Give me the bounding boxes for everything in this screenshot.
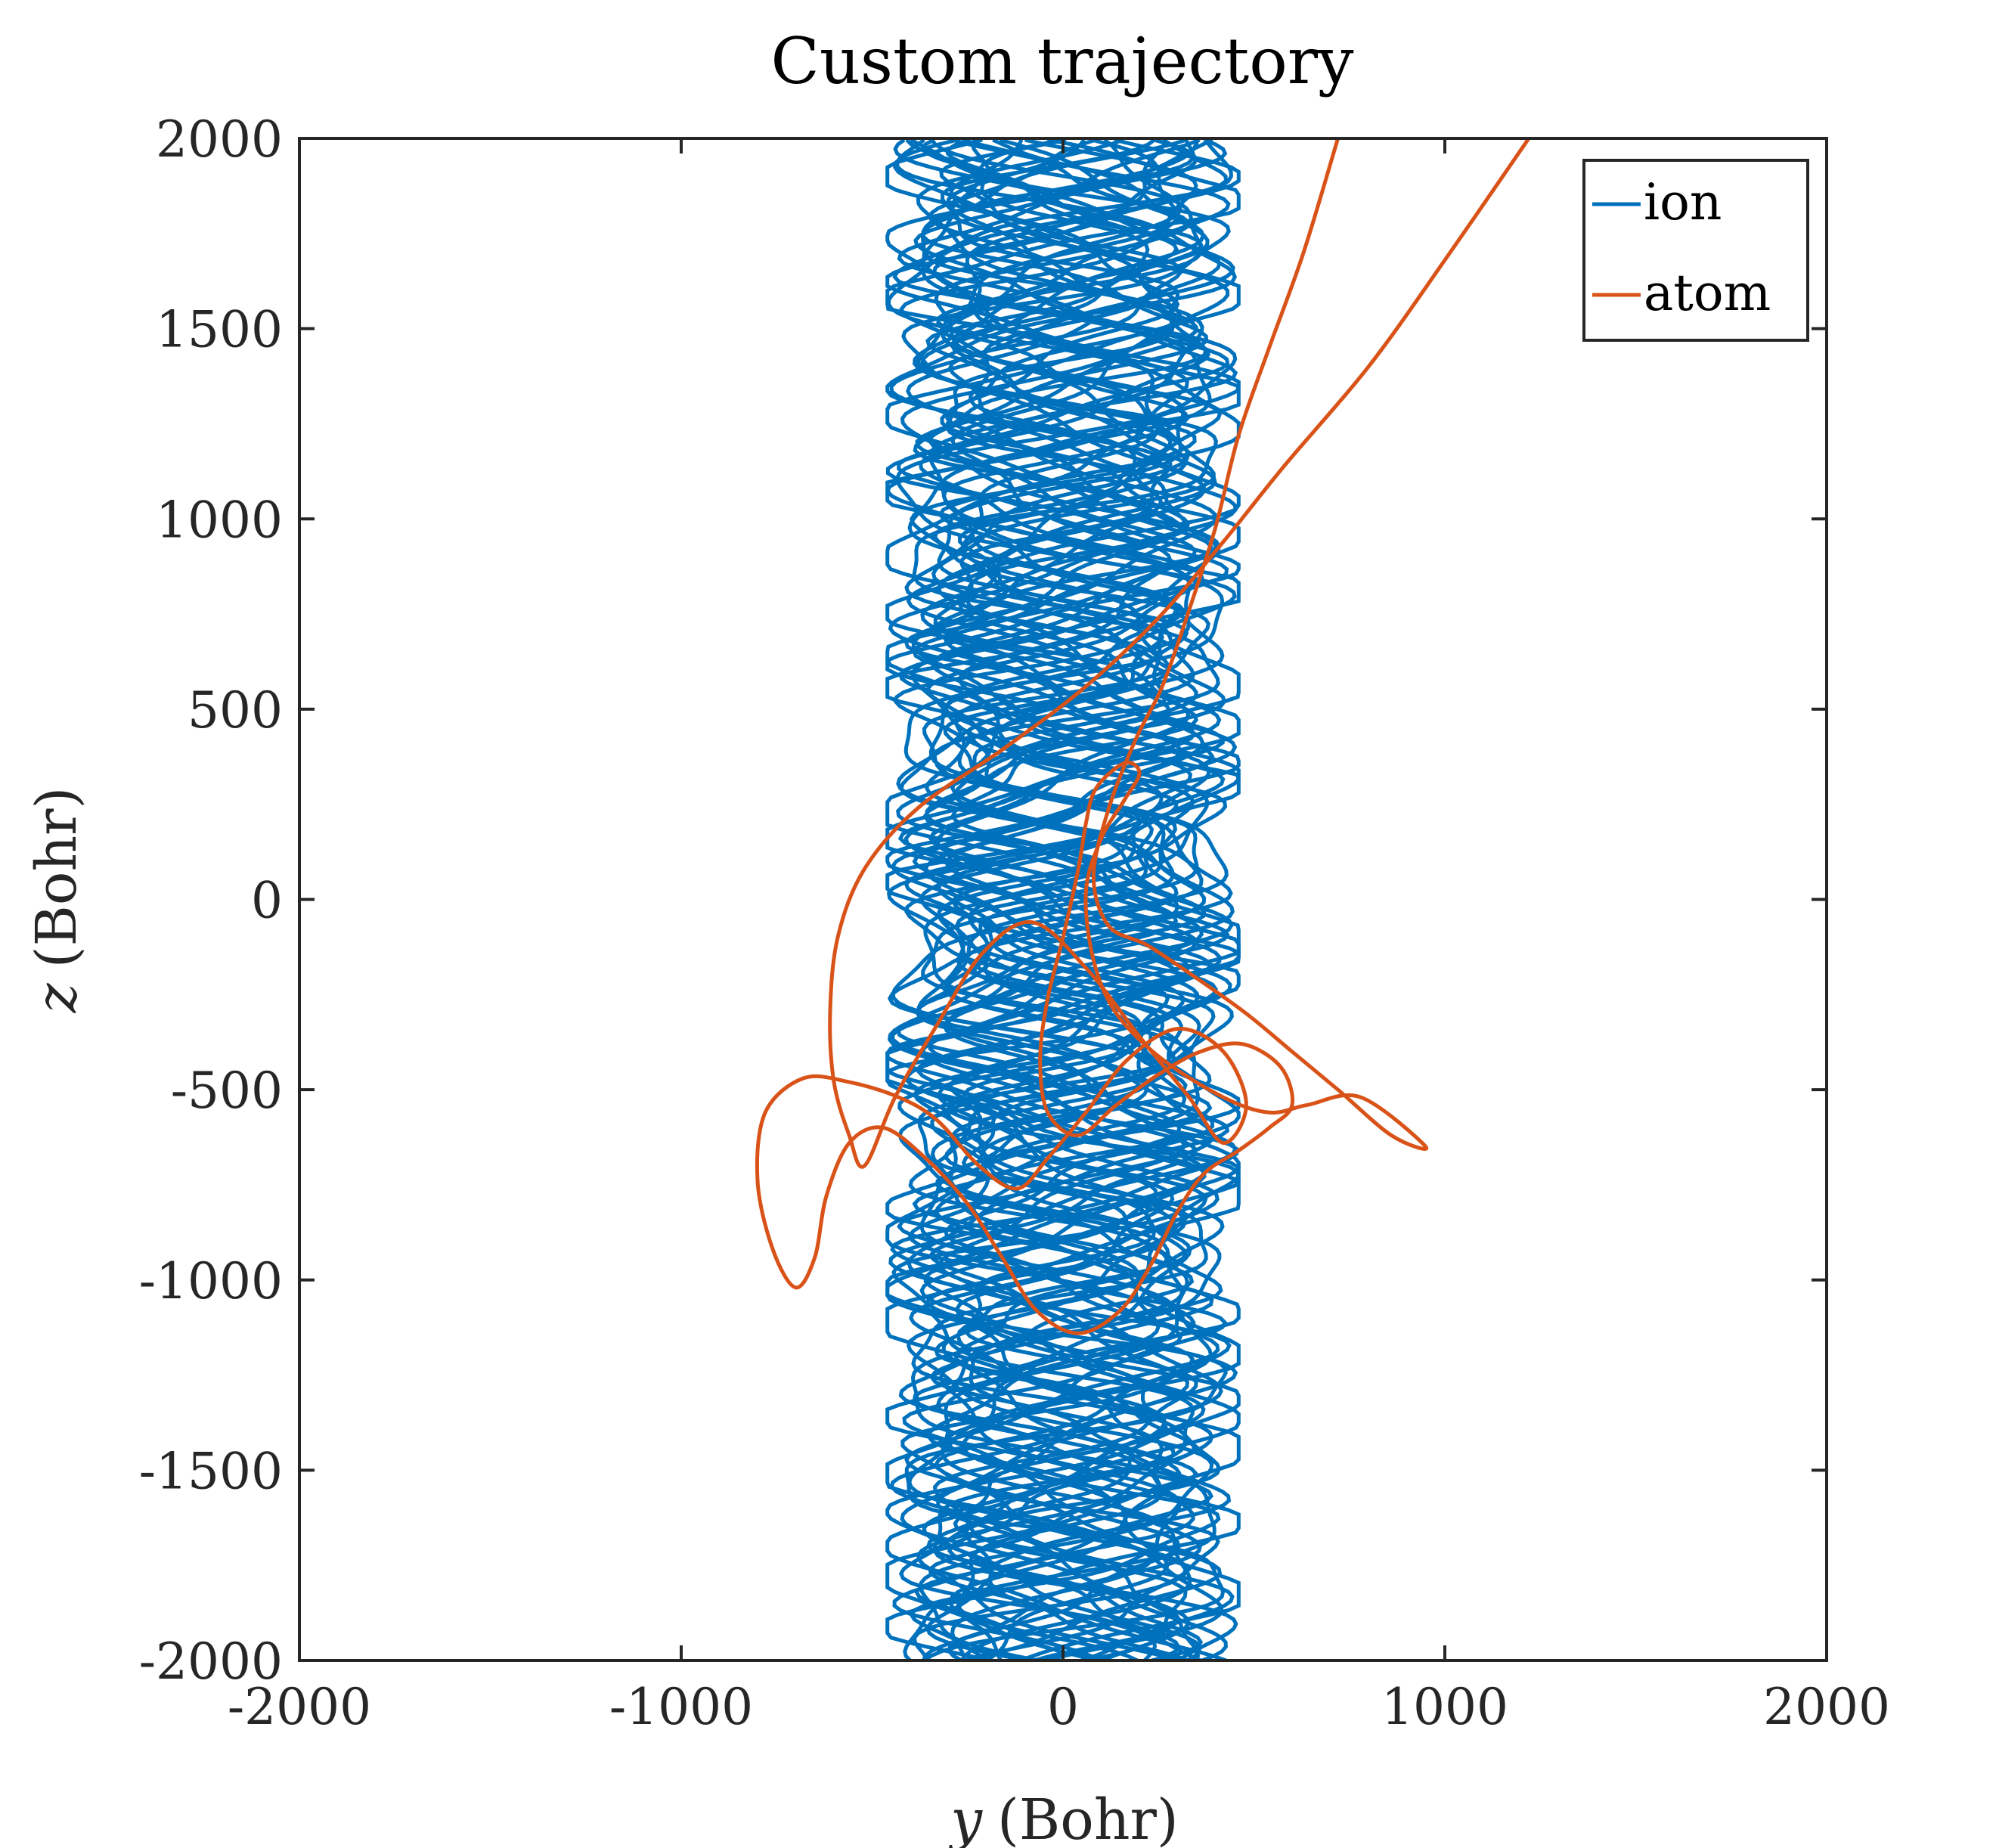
ion-trajectory-strand (919, 138, 1206, 1660)
x-tick-label: 0 (1047, 1678, 1079, 1736)
ion-trajectory-strand (885, 139, 1241, 1660)
ion-trajectory-strand (885, 138, 1241, 1660)
y-tick-label: -500 (171, 1062, 283, 1120)
x-tick-label: -1000 (609, 1678, 753, 1736)
ion-trajectory-strand (921, 138, 1204, 1660)
y-tick-label: 0 (251, 872, 283, 930)
y-tick-label: -2000 (139, 1633, 283, 1691)
legend: ion atom (1582, 159, 1809, 342)
ion-trajectory-strand (893, 138, 1230, 1660)
y-axis: -2000 -1500 -1000 -500 0 500 1000 1500 2000 (139, 110, 1827, 1691)
series-atom (755, 138, 1531, 1335)
y-tick-label: -1500 (139, 1442, 283, 1500)
atom-trajectory-line (755, 138, 1531, 1335)
y-tick-label: 1000 (156, 491, 283, 549)
x-axis-label: y (Bohr) (948, 1788, 1179, 1848)
y-axis-label: z (Bohr) (24, 787, 89, 1014)
y-axis-label-unit: (Bohr) (24, 787, 89, 969)
x-axis-label-unit: (Bohr) (997, 1788, 1179, 1848)
series-ion (885, 138, 1241, 1660)
x-axis: -2000 -1000 0 1000 2000 (228, 138, 1890, 1736)
legend-box (1582, 159, 1809, 342)
x-tick-label: 2000 (1763, 1678, 1890, 1736)
ion-trajectory-strand (896, 138, 1230, 1660)
x-tick-label: 1000 (1381, 1678, 1508, 1736)
ion-trajectory-strand (885, 138, 1241, 1660)
ion-trajectory-strand (913, 138, 1211, 1660)
y-tick-label: 2000 (156, 110, 283, 169)
legend-label-ion: ion (1644, 173, 1722, 231)
y-tick-label: 500 (188, 681, 283, 740)
legend-label-atom: atom (1644, 264, 1771, 322)
y-tick-label: 1500 (156, 301, 283, 359)
x-axis-label-variable: y (948, 1788, 983, 1848)
y-axis-label-variable: z (24, 982, 89, 1013)
ion-trajectory-strand (935, 138, 1191, 1660)
y-tick-label: -1000 (139, 1252, 283, 1310)
x-tick-label: -2000 (228, 1678, 371, 1736)
chart-title: Custom trajectory (771, 24, 1354, 98)
